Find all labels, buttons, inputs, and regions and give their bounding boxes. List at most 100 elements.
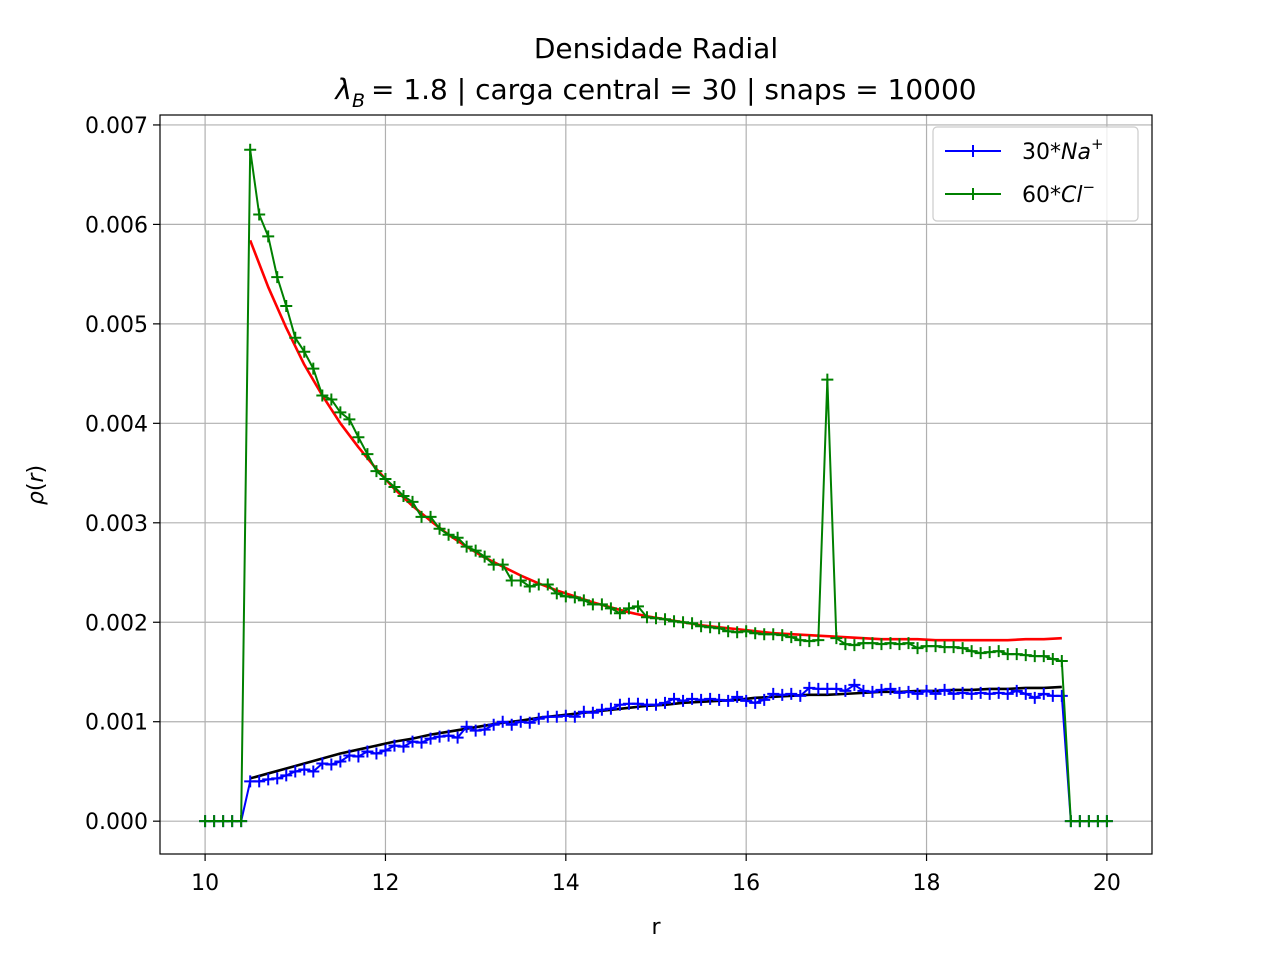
data-point xyxy=(460,720,473,733)
chart-title: Densidade Radial xyxy=(534,32,778,65)
data-point xyxy=(839,684,852,697)
data-point xyxy=(541,578,554,591)
data-point xyxy=(1001,687,1014,700)
data-point xyxy=(650,698,662,711)
data-point xyxy=(478,550,491,563)
data-point xyxy=(686,617,699,630)
data-point xyxy=(397,489,410,502)
data-point xyxy=(866,685,879,698)
data-point xyxy=(821,373,834,386)
data-point xyxy=(334,755,347,768)
x-tick-label: 18 xyxy=(913,871,941,896)
data-point xyxy=(478,723,491,736)
data-point xyxy=(316,389,329,402)
data-point xyxy=(388,480,401,493)
data-point xyxy=(253,775,266,788)
grid xyxy=(160,115,1152,854)
y-tick-label: 0.003 xyxy=(85,512,148,537)
y-tick-label: 0.005 xyxy=(85,313,148,338)
data-point xyxy=(659,613,672,626)
data-point xyxy=(631,600,644,613)
data-point xyxy=(965,645,978,658)
data-point xyxy=(442,528,455,541)
series-layer xyxy=(199,143,1113,828)
data-point xyxy=(460,540,473,553)
data-point xyxy=(668,692,681,705)
data-point xyxy=(1100,815,1113,828)
data-point xyxy=(424,732,437,745)
data-point xyxy=(740,694,753,707)
data-point xyxy=(595,598,608,611)
data-point xyxy=(361,745,374,758)
data-point xyxy=(415,736,428,749)
data-point xyxy=(523,580,536,593)
y-tick-label: 0.002 xyxy=(85,611,148,636)
data-point xyxy=(433,522,446,535)
data-point xyxy=(884,682,897,695)
data-point xyxy=(902,685,915,698)
data-point xyxy=(451,731,464,744)
series-line xyxy=(248,239,1062,642)
data-point xyxy=(920,684,933,697)
data-point xyxy=(550,587,563,600)
data-point xyxy=(352,431,365,444)
x-tick-label: 20 xyxy=(1093,871,1121,896)
data-point xyxy=(785,687,798,700)
plot-frame xyxy=(159,114,1153,855)
data-point xyxy=(352,750,365,763)
series-2 xyxy=(248,239,1062,642)
data-point xyxy=(776,629,789,642)
data-point xyxy=(586,706,599,719)
data-point xyxy=(713,622,726,635)
data-point xyxy=(1010,684,1023,697)
data-point xyxy=(505,718,518,731)
data-point xyxy=(325,758,338,771)
data-point xyxy=(812,634,825,647)
legend-marker-na xyxy=(967,145,979,157)
data-point xyxy=(496,558,509,571)
data-point xyxy=(487,718,500,731)
data-point xyxy=(1037,650,1050,663)
data-point xyxy=(577,594,590,607)
data-point xyxy=(280,299,293,312)
legend-label-cl: 60*Cl− xyxy=(1022,178,1095,208)
data-point xyxy=(289,765,302,778)
x-tick-label: 16 xyxy=(732,871,760,896)
data-point xyxy=(1055,689,1068,702)
data-point xyxy=(370,747,383,760)
data-point xyxy=(938,683,951,696)
data-point xyxy=(731,690,744,703)
data-point xyxy=(848,639,861,652)
data-point xyxy=(307,765,320,778)
data-point xyxy=(1019,687,1032,700)
legend: 30*Na+ 60*Cl− xyxy=(932,126,1139,222)
data-point xyxy=(253,208,266,221)
data-point xyxy=(613,607,626,620)
legend-marker-cl xyxy=(967,188,979,200)
data-point xyxy=(929,687,942,700)
data-point xyxy=(1028,691,1041,704)
data-point xyxy=(956,642,969,655)
data-point xyxy=(848,678,861,691)
data-point xyxy=(1046,653,1059,666)
y-axis-label: ρ(r) xyxy=(24,465,49,505)
x-axis-label: r xyxy=(651,915,661,940)
data-point xyxy=(406,495,419,508)
data-point xyxy=(298,763,311,776)
data-point xyxy=(397,740,410,753)
x-tick-label: 12 xyxy=(371,871,399,896)
data-point xyxy=(677,694,690,707)
data-point xyxy=(758,693,771,706)
data-point xyxy=(659,696,672,709)
axis-ticks: 10 12 14 16 18 20 0.000 0.001 0.002 0.003 0.004 0.0… xyxy=(85,114,1121,896)
series-1 xyxy=(199,143,1113,828)
data-point xyxy=(911,642,924,655)
data-point xyxy=(271,271,284,284)
y-tick-label: 0.004 xyxy=(85,412,148,437)
data-point xyxy=(469,544,482,557)
series-line xyxy=(205,148,1107,823)
data-point xyxy=(830,682,843,695)
data-point xyxy=(1037,687,1050,700)
data-point xyxy=(424,510,437,523)
data-point xyxy=(307,362,320,375)
